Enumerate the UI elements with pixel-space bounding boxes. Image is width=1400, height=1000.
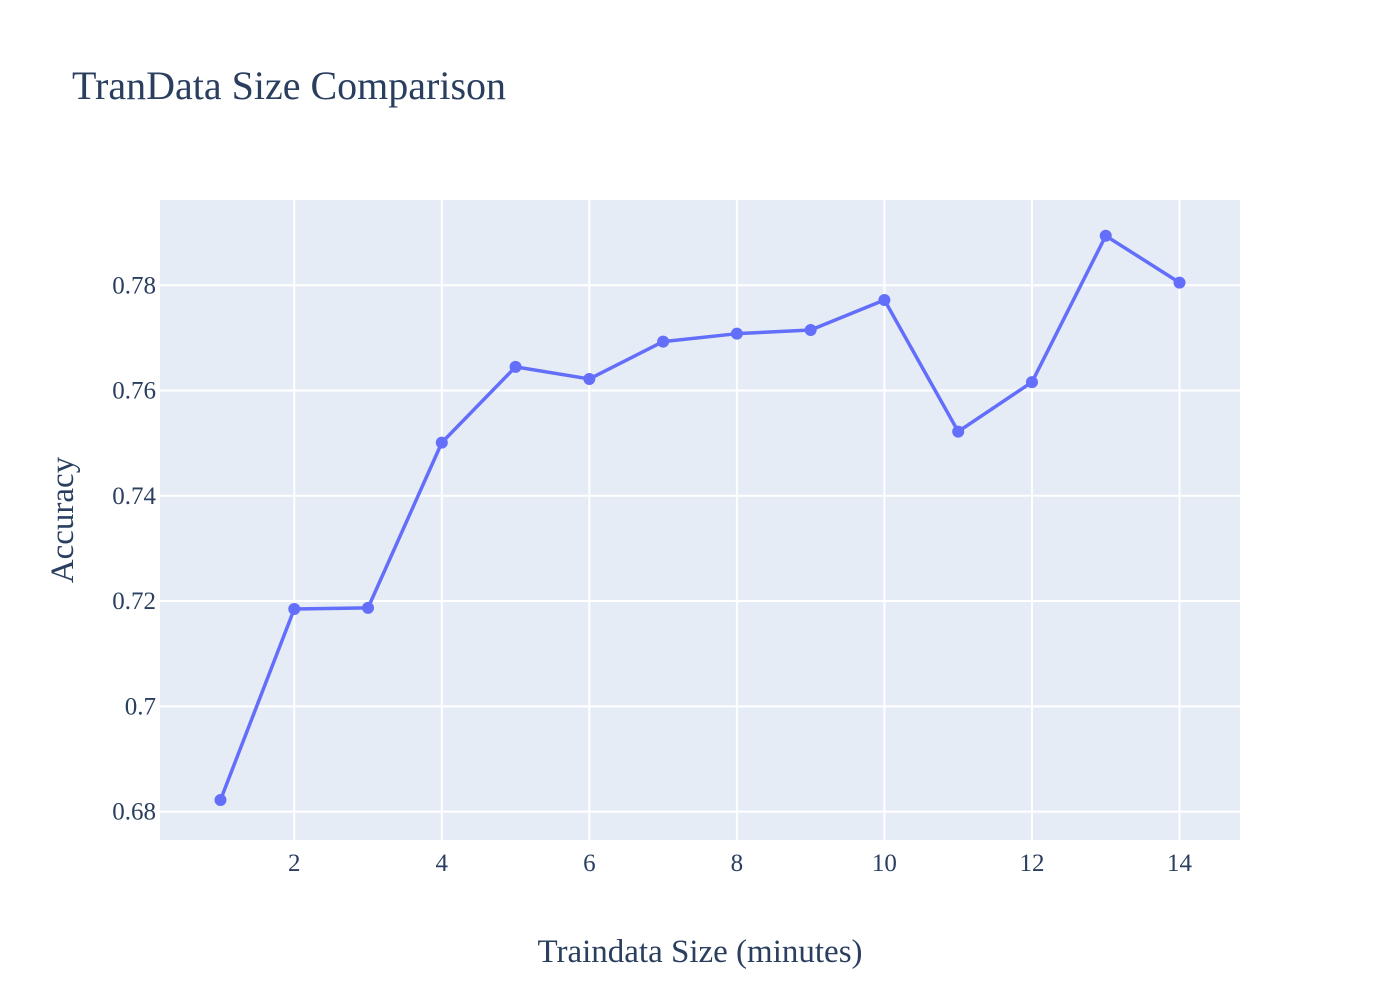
y-tick-label: 0.68 — [112, 799, 156, 826]
data-point — [657, 335, 670, 348]
data-point — [730, 327, 743, 340]
x-axis-title: Traindata Size (minutes) — [537, 934, 862, 970]
x-tick-label: 8 — [731, 850, 744, 877]
data-point — [1173, 276, 1186, 289]
data-point — [214, 794, 227, 806]
series-line — [218, 234, 1182, 802]
tick-layer: 2 4 6 8 10 12 14 0.68 0.7 0.72 0.74 0.76 0.78 — [112, 272, 1192, 877]
x-tick-label: 12 — [1019, 850, 1044, 877]
plot-background — [160, 200, 1240, 840]
x-tick-label: 6 — [583, 850, 596, 877]
data-point — [804, 324, 817, 336]
y-axis-title: Accuracy — [45, 456, 81, 583]
data-point — [1099, 229, 1112, 242]
series-layer — [214, 229, 1186, 806]
data-point — [288, 602, 301, 615]
x-tick-label: 2 — [288, 850, 301, 877]
grid-layer — [160, 200, 1240, 840]
chart-title: TranData Size Comparison — [72, 63, 507, 108]
x-tick-label: 4 — [436, 850, 449, 877]
data-point — [435, 436, 448, 449]
data-point — [1025, 376, 1038, 389]
data-point — [952, 425, 965, 438]
data-point — [878, 294, 891, 306]
y-tick-label: 0.7 — [125, 693, 156, 720]
y-tick-label: 0.78 — [112, 272, 156, 299]
y-tick-label: 0.72 — [112, 588, 156, 615]
data-point — [583, 372, 596, 385]
y-tick-label: 0.74 — [112, 483, 156, 510]
data-point — [362, 601, 375, 614]
data-point — [509, 360, 522, 373]
y-tick-label: 0.76 — [112, 378, 156, 405]
x-tick-label: 10 — [872, 850, 897, 877]
x-tick-label: 14 — [1167, 850, 1193, 877]
